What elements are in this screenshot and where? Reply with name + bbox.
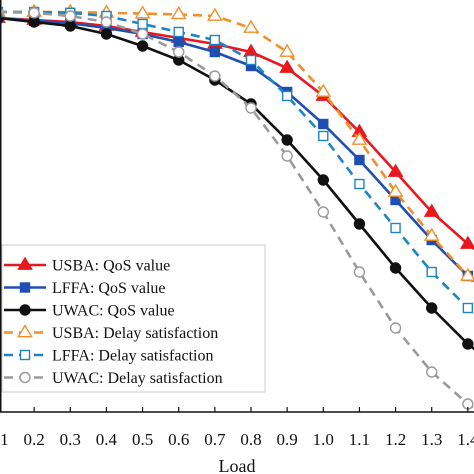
data-point [353, 266, 366, 278]
x-tick-label: 0.5 [132, 430, 153, 449]
data-point [317, 206, 329, 218]
data-point [173, 36, 184, 48]
data-point [243, 19, 259, 33]
data-point [318, 130, 329, 142]
legend-entry: LFFA: Delay satisfaction [4, 348, 213, 365]
series-line [0, 16, 474, 251]
data-point [462, 338, 474, 350]
data-point [206, 7, 223, 21]
legend-entry: UWAC: Delay satisfaction [4, 370, 223, 387]
data-point [318, 118, 329, 130]
data-point [245, 54, 257, 66]
data-point [390, 222, 401, 234]
x-tick-label: 0.1 [0, 430, 9, 449]
x-tick-label: 1.3 [421, 430, 442, 449]
data-point [351, 131, 368, 145]
data-point [64, 20, 76, 32]
legend-label: UWAC: Delay satisfaction [52, 370, 223, 387]
data-point [100, 28, 113, 40]
x-tick-label: 0.9 [277, 430, 298, 449]
data-point [459, 267, 474, 281]
legend: USBA: QoS value LFFA: QoS value UWAC: QoS … [1, 244, 266, 393]
legend-entry: USBA: Delay satisfaction [4, 324, 218, 342]
data-point [281, 150, 293, 162]
data-point [354, 178, 365, 190]
data-point [279, 59, 296, 73]
data-point [134, 5, 151, 19]
series-6 [0, 6, 474, 411]
x-tick-label: 1.2 [385, 430, 406, 449]
data-point [387, 183, 404, 197]
data-point [245, 102, 257, 114]
data-point [279, 43, 296, 57]
data-point [136, 28, 149, 40]
data-point [315, 83, 332, 97]
legend-entry: UWAC: QoS value [4, 303, 175, 320]
data-point [209, 46, 221, 58]
data-point [28, 7, 40, 19]
data-point [281, 134, 293, 146]
legend-label: USBA: QoS value [52, 258, 170, 275]
legend-marker [17, 256, 33, 270]
x-tick-label: 0.8 [240, 430, 261, 449]
x-tick-label: 0.3 [60, 430, 81, 449]
legend-marker [19, 349, 31, 361]
x-tick-label: 0.6 [168, 430, 189, 449]
data-point [136, 40, 149, 52]
data-point [423, 203, 440, 217]
data-point [209, 34, 221, 46]
legend-box [1, 244, 266, 393]
data-point [64, 10, 76, 22]
data-point [137, 18, 148, 30]
x-tick-label: 0.2 [24, 430, 45, 449]
legend-marker [17, 324, 33, 338]
legend-marker [19, 282, 31, 293]
legend-label: LFFA: QoS value [52, 280, 165, 297]
data-point [100, 16, 113, 28]
data-point [426, 266, 437, 278]
legend-entry: USBA: QoS value [4, 256, 170, 275]
legend-entry: LFFA: QoS value [4, 280, 165, 297]
data-point [281, 90, 293, 102]
data-point [209, 70, 221, 82]
data-point [426, 366, 438, 378]
x-axis-title: Load [219, 456, 256, 474]
x-tick-label: 1.1 [349, 430, 370, 449]
data-point [462, 302, 474, 314]
data-point [354, 154, 365, 166]
legend-marker [19, 304, 31, 316]
plot-area [0, 3, 474, 411]
data-point [173, 46, 185, 58]
data-point [426, 302, 438, 314]
data-point [170, 6, 187, 20]
legend-label: LFFA: Delay satisfaction [52, 348, 213, 365]
x-tick-label: 1.4 [457, 430, 474, 449]
data-point [389, 262, 402, 274]
data-point [317, 174, 329, 186]
data-point [387, 163, 404, 177]
legend-marker [19, 371, 31, 384]
data-point [353, 218, 366, 230]
legend-label: USBA: Delay satisfaction [52, 325, 218, 342]
data-point [459, 235, 474, 249]
data-point [173, 26, 184, 38]
legend-label: UWAC: QoS value [52, 303, 175, 320]
x-tick-label: 0.7 [204, 430, 226, 449]
x-tick-label: 0.4 [96, 430, 118, 449]
data-point [423, 227, 440, 241]
data-point [389, 322, 402, 334]
x-tick-label: 1.0 [313, 430, 334, 449]
